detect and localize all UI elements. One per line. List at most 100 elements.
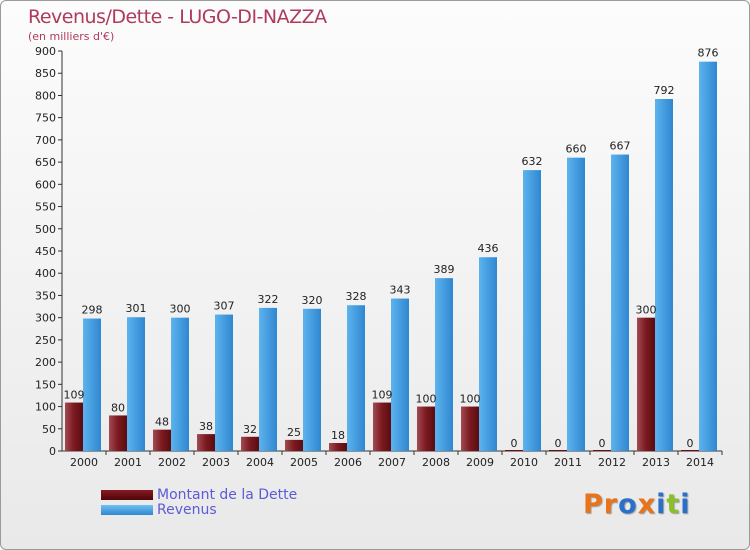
data-label-revenus: 660 bbox=[566, 143, 587, 156]
y-tick-label: 450 bbox=[35, 245, 56, 258]
data-label-dette: 32 bbox=[243, 423, 257, 436]
y-tick-label: 500 bbox=[35, 223, 56, 236]
data-label-revenus: 343 bbox=[390, 284, 411, 297]
y-tick-label: 700 bbox=[35, 134, 56, 147]
x-tick-label: 2002 bbox=[158, 456, 186, 469]
data-label-dette: 48 bbox=[155, 416, 169, 429]
x-tick-label: 2009 bbox=[466, 456, 494, 469]
data-label-dette: 0 bbox=[599, 437, 606, 450]
logo-letter: o bbox=[618, 489, 638, 520]
bar-revenus bbox=[259, 307, 277, 451]
data-label-revenus: 298 bbox=[82, 304, 103, 317]
data-label-revenus: 389 bbox=[434, 263, 455, 276]
x-tick-label: 2007 bbox=[378, 456, 406, 469]
y-tick-label: 350 bbox=[35, 289, 56, 302]
x-tick-label: 2005 bbox=[290, 456, 318, 469]
y-tick-label: 150 bbox=[35, 378, 56, 391]
chart-title: Revenus/Dette - LUGO-DI-NAZZA bbox=[28, 6, 327, 28]
y-tick-label: 850 bbox=[35, 67, 56, 80]
x-tick-label: 2011 bbox=[554, 456, 582, 469]
data-label-revenus: 876 bbox=[698, 47, 719, 60]
data-label-revenus: 307 bbox=[214, 300, 235, 313]
legend-swatch-revenus bbox=[101, 505, 153, 515]
y-tick-label: 300 bbox=[35, 312, 56, 325]
y-tick-label: 550 bbox=[35, 201, 56, 214]
logo-letter: r bbox=[603, 489, 619, 520]
data-label-revenus: 436 bbox=[478, 242, 499, 255]
data-label-dette: 100 bbox=[416, 393, 437, 406]
bar-revenus bbox=[523, 170, 541, 451]
x-tick-label: 2012 bbox=[598, 456, 626, 469]
bar-dette bbox=[153, 429, 171, 451]
data-label-revenus: 667 bbox=[610, 140, 631, 153]
bar-revenus bbox=[303, 308, 321, 451]
x-tick-label: 2008 bbox=[422, 456, 450, 469]
logo-letter: x bbox=[637, 489, 657, 520]
proxiti-logo: Proxiti bbox=[583, 489, 691, 520]
y-tick-label: 800 bbox=[35, 89, 56, 102]
bar-revenus bbox=[435, 278, 453, 451]
bar-revenus bbox=[655, 99, 673, 451]
logo-letter: i bbox=[680, 489, 691, 520]
legend-item-revenus: Revenus bbox=[101, 502, 217, 518]
data-label-dette: 18 bbox=[331, 429, 345, 442]
bar-revenus bbox=[127, 317, 145, 451]
bar-dette bbox=[285, 439, 303, 451]
y-tick-label: 600 bbox=[35, 178, 56, 191]
y-tick-label: 0 bbox=[49, 445, 56, 458]
data-label-revenus: 320 bbox=[302, 294, 323, 307]
bar-revenus bbox=[215, 314, 233, 451]
x-tick-label: 2004 bbox=[246, 456, 274, 469]
bar-dette bbox=[593, 450, 611, 451]
data-label-dette: 100 bbox=[460, 393, 481, 406]
x-tick-label: 2014 bbox=[686, 456, 714, 469]
x-tick-label: 2000 bbox=[70, 456, 98, 469]
y-tick-label: 50 bbox=[42, 423, 56, 436]
x-tick-label: 2001 bbox=[114, 456, 142, 469]
logo-letter: t bbox=[666, 489, 681, 520]
bar-dette bbox=[461, 406, 479, 451]
data-label-revenus: 300 bbox=[170, 303, 191, 316]
data-label-dette: 0 bbox=[555, 437, 562, 450]
data-label-dette: 80 bbox=[111, 401, 125, 414]
x-tick-label: 2010 bbox=[510, 456, 538, 469]
bar-dette bbox=[681, 450, 699, 451]
bar-dette bbox=[241, 436, 259, 451]
bar-dette bbox=[373, 402, 391, 451]
logo-letter: P bbox=[583, 489, 604, 520]
bar-revenus bbox=[391, 298, 409, 451]
bar-revenus bbox=[83, 318, 101, 451]
bar-dette bbox=[197, 434, 215, 451]
bar-revenus bbox=[611, 154, 629, 452]
legend-item-dette: Montant de la Dette bbox=[101, 487, 297, 503]
data-label-revenus: 792 bbox=[654, 84, 675, 97]
data-label-dette: 25 bbox=[287, 426, 301, 439]
y-tick-label: 650 bbox=[35, 156, 56, 169]
bar-dette bbox=[549, 450, 567, 451]
x-tick-label: 2013 bbox=[642, 456, 670, 469]
data-label-revenus: 632 bbox=[522, 155, 543, 168]
bar-revenus bbox=[171, 317, 189, 451]
data-label-dette: 0 bbox=[687, 437, 694, 450]
data-label-revenus: 322 bbox=[258, 293, 279, 306]
bar-dette bbox=[65, 402, 83, 451]
y-tick-label: 250 bbox=[35, 334, 56, 347]
bar-revenus bbox=[347, 305, 365, 451]
chart-subtitle: (en milliers d'€) bbox=[28, 30, 115, 43]
data-label-dette: 300 bbox=[636, 304, 657, 317]
y-tick-label: 100 bbox=[35, 401, 56, 414]
data-label-revenus: 301 bbox=[126, 302, 147, 315]
legend-label-revenus: Revenus bbox=[157, 502, 217, 518]
bar-dette bbox=[417, 406, 435, 451]
legend-label-dette: Montant de la Dette bbox=[157, 487, 298, 503]
data-label-revenus: 328 bbox=[346, 290, 367, 303]
data-label-dette: 109 bbox=[372, 389, 393, 402]
bar-dette bbox=[109, 415, 127, 451]
bar-dette bbox=[329, 443, 347, 451]
y-tick-label: 750 bbox=[35, 112, 56, 125]
y-tick-label: 200 bbox=[35, 356, 56, 369]
bar-revenus bbox=[567, 157, 585, 451]
data-label-dette: 109 bbox=[64, 389, 85, 402]
